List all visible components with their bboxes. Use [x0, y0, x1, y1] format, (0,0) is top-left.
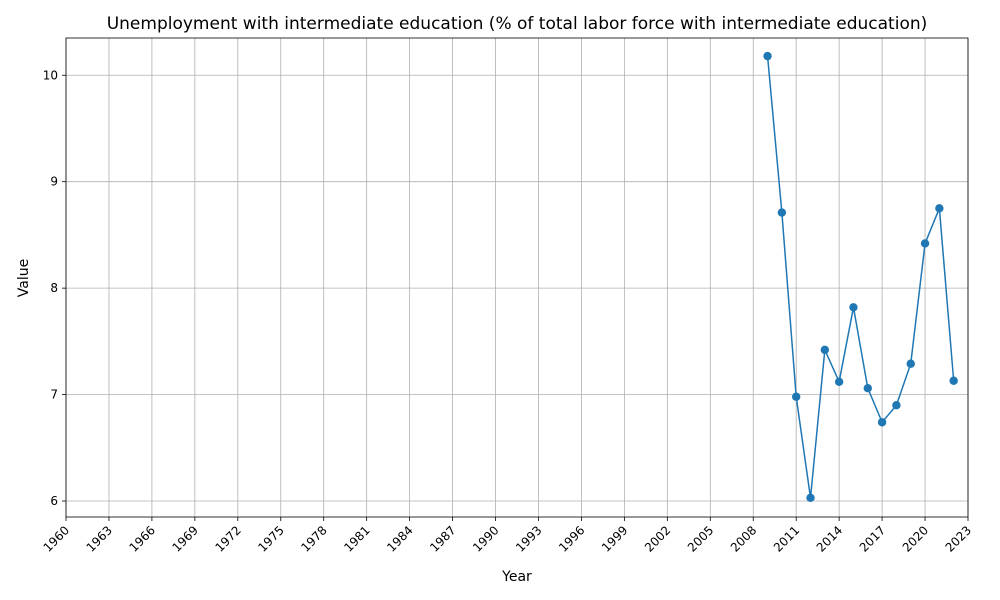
- data-point: [849, 303, 858, 312]
- data-point: [920, 239, 930, 248]
- y-tick-label: 7: [50, 388, 58, 402]
- x-tick-label: 1993: [513, 523, 544, 554]
- x-tick-label: 1960: [41, 523, 72, 554]
- x-tick-label: 2017: [857, 523, 888, 554]
- data-point: [791, 392, 801, 401]
- data-point: [935, 204, 944, 213]
- x-tick-label: 1963: [84, 523, 115, 554]
- data-point: [949, 376, 958, 385]
- x-tick-label: 2008: [728, 523, 759, 554]
- x-tick-label: 2005: [685, 523, 716, 554]
- plot-area-frame: [65, 37, 969, 518]
- x-tick-label: 2011: [771, 523, 802, 554]
- x-tick-label: 2023: [943, 523, 974, 554]
- x-tick-label: 1975: [255, 523, 286, 554]
- x-tick-label: 1996: [556, 523, 587, 554]
- y-axis: 6 7 8 9 10: [43, 68, 66, 508]
- data-point: [763, 51, 772, 61]
- data-point: [806, 493, 815, 503]
- chart-title: Unemployment with intermediate education…: [107, 14, 928, 34]
- x-tick-label: 2020: [900, 523, 931, 554]
- x-tick-label: 1978: [298, 523, 329, 554]
- data-point: [777, 208, 787, 217]
- gridlines: [65, 38, 969, 517]
- y-tick-label: 8: [50, 281, 58, 295]
- y-tick-label: 9: [50, 175, 58, 189]
- x-tick-label: 2014: [814, 523, 845, 554]
- x-axis: 1960 1963 1966 1969 1972 1975 1978 1981 1984 1987…: [41, 517, 974, 555]
- x-axis-label: Year: [501, 569, 532, 585]
- series-line: [766, 56, 955, 498]
- y-tick-label: 6: [50, 494, 58, 508]
- x-tick-label: 1987: [427, 523, 458, 554]
- data-point: [834, 377, 844, 387]
- x-tick-label: 1969: [169, 523, 200, 554]
- data-point: [906, 359, 915, 368]
- data-point: [892, 401, 901, 410]
- data-point: [863, 384, 872, 393]
- x-tick-label: 1972: [212, 523, 243, 554]
- data-series: [763, 51, 958, 503]
- x-tick-label: 1966: [127, 523, 158, 554]
- x-tick-label: 1981: [341, 523, 372, 554]
- x-tick-label: 1984: [384, 523, 415, 554]
- x-tick-label: 1990: [470, 523, 501, 554]
- x-tick-label: 1999: [599, 523, 630, 554]
- y-axis-label: Value: [16, 259, 32, 297]
- y-tick-label: 10: [43, 68, 58, 82]
- x-tick-label: 2002: [642, 523, 673, 554]
- data-point: [820, 345, 830, 355]
- data-point: [877, 418, 887, 427]
